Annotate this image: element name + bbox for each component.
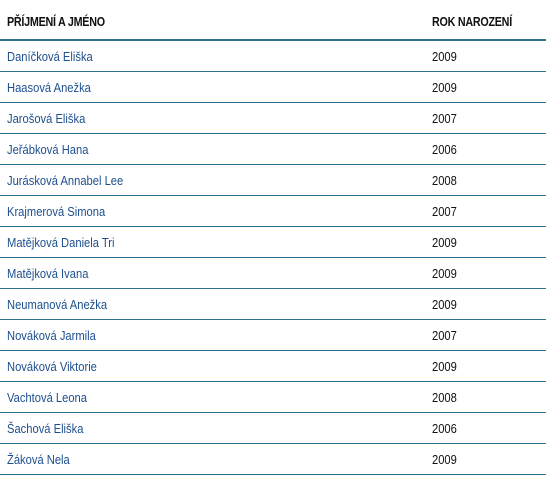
member-name-link[interactable]: Nováková Jarmila [7,328,96,343]
member-name-link[interactable]: Daníčková Eliška [7,49,93,64]
column-header-name: PŘÍJMENÍ A JMÉNO [7,15,105,29]
birth-year: 2009 [432,49,457,64]
birth-year: 2007 [432,204,457,219]
birth-year: 2009 [432,235,457,250]
birth-year: 2008 [432,173,457,188]
birth-year: 2009 [432,266,457,281]
birth-year: 2006 [432,421,457,436]
member-name-link[interactable]: Žáková Nela [7,452,70,467]
birth-year: 2007 [432,111,457,126]
member-name-link[interactable]: Matějková Ivana [7,266,89,281]
birth-year: 2009 [432,359,457,374]
birth-year: 2006 [432,142,457,157]
table-row: Neumanová Anežka 2009 [0,289,546,320]
column-header-year: ROK NAROZENÍ [432,15,512,29]
member-name-link[interactable]: Nováková Viktorie [7,359,97,374]
member-name-link[interactable]: Neumanová Anežka [7,297,108,312]
member-name-link[interactable]: Jeřábková Hana [7,142,89,157]
table-row: Matějková Ivana 2009 [0,258,546,289]
table-row: Nováková Viktorie 2009 [0,351,546,382]
table-header: PŘÍJMENÍ A JMÉNO ROK NAROZENÍ [0,6,546,41]
table-row: Jarošová Eliška 2007 [0,103,546,134]
table-row: Haasová Anežka 2009 [0,72,546,103]
table-row: Vachtová Leona 2008 [0,382,546,413]
table-row: Jeřábková Hana 2006 [0,134,546,165]
table-row: Daníčková Eliška 2009 [0,41,546,72]
member-name-link[interactable]: Haasová Anežka [7,80,91,95]
member-name-link[interactable]: Šachová Eliška [7,421,84,436]
member-name-link[interactable]: Jarošová Eliška [7,111,86,126]
birth-year: 2009 [432,297,457,312]
birth-year: 2009 [432,452,457,467]
birth-year: 2009 [432,80,457,95]
table-row: Krajmerová Simona 2007 [0,196,546,227]
table-row: Jurásková Annabel Lee 2008 [0,165,546,196]
member-name-link[interactable]: Vachtová Leona [7,390,87,405]
table-row: Šachová Eliška 2006 [0,413,546,444]
birth-year: 2007 [432,328,457,343]
member-name-link[interactable]: Matějková Daniela Tri [7,235,115,250]
members-table: PŘÍJMENÍ A JMÉNO ROK NAROZENÍ Daníčková … [0,6,546,475]
member-name-link[interactable]: Krajmerová Simona [7,204,106,219]
member-name-link[interactable]: Jurásková Annabel Lee [7,173,124,188]
table-row: Nováková Jarmila 2007 [0,320,546,351]
birth-year: 2008 [432,390,457,405]
table-row: Žáková Nela 2009 [0,444,546,475]
table-row: Matějková Daniela Tri 2009 [0,227,546,258]
